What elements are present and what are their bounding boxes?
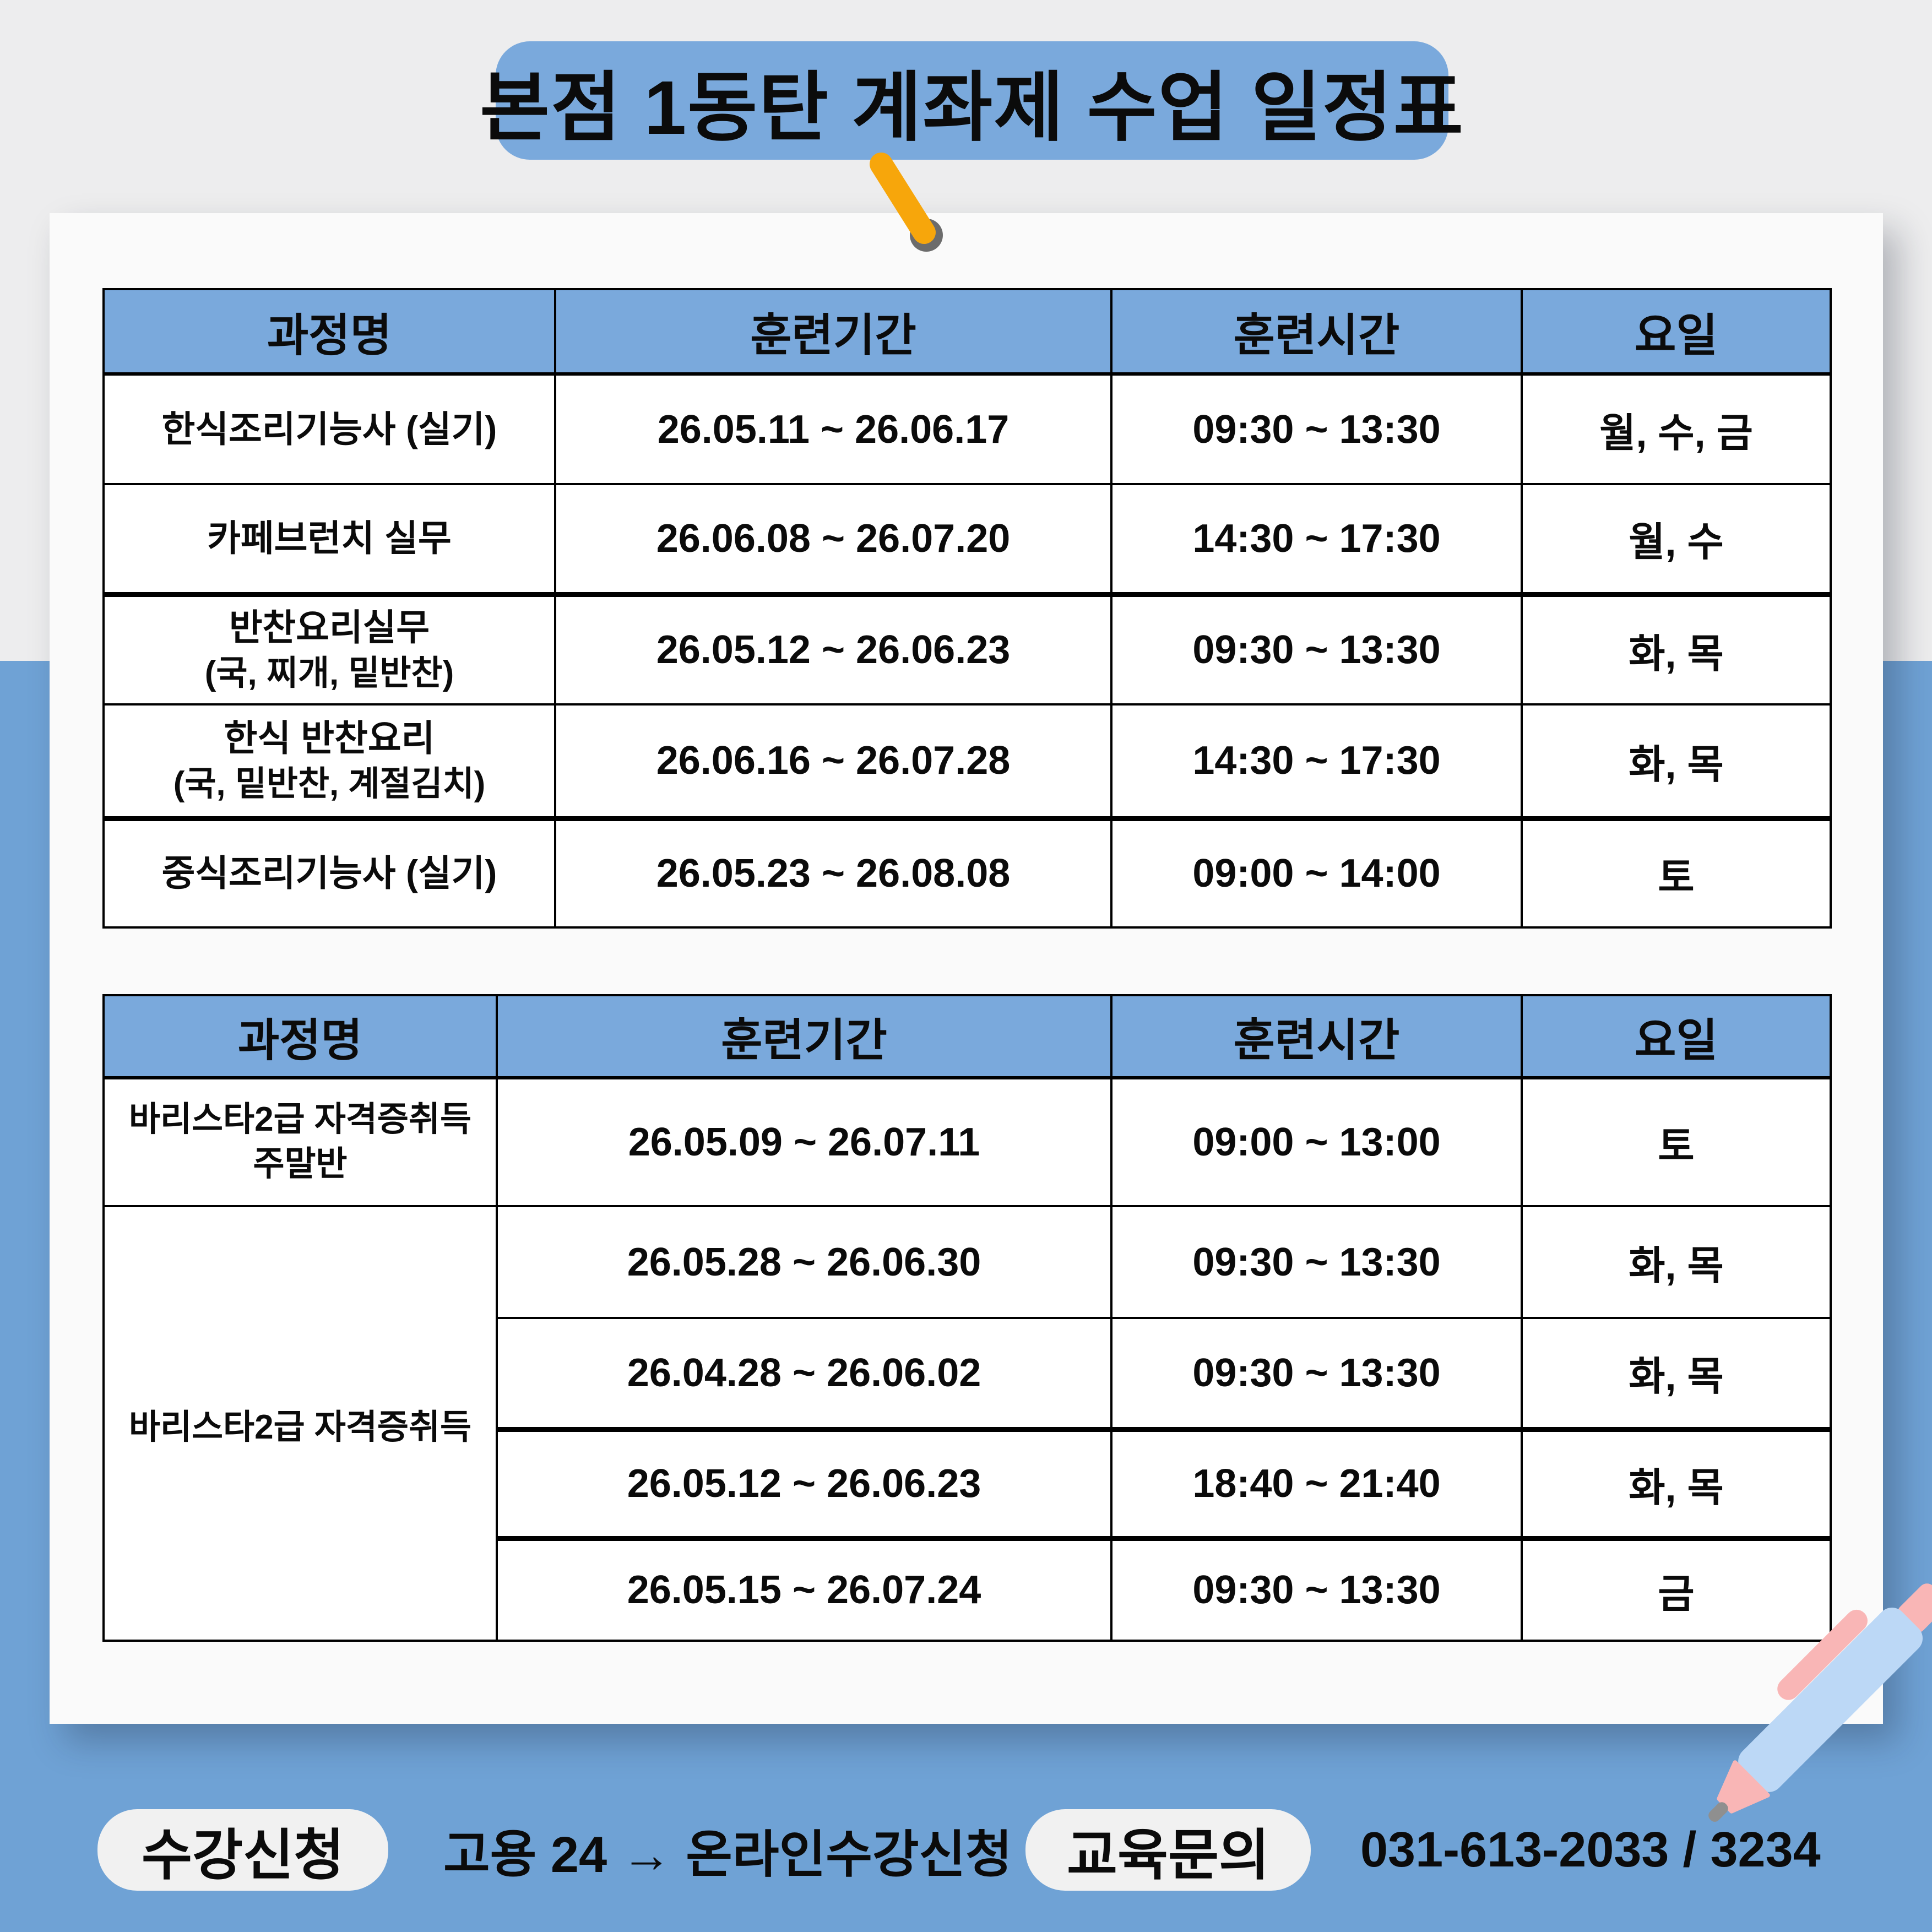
course-name-line1: 바리스타2급 자격증취득 [128,1100,472,1139]
course-time: 14:30 ~ 17:30 [1110,703,1523,821]
course-name: 바리스타2급 자격증취득 주말반 [102,1077,498,1207]
course-name: 중식조리기능사 (실기) [102,817,556,929]
course-days: 토 [1521,817,1832,929]
signup-path-text: 고용 24 → 온라인수강신청 [443,1826,1012,1883]
course-name-line2: 주말반 [253,1145,348,1183]
signup-badge-label: 수강신청 [142,1824,344,1886]
table-row: 바리스타2급 자격증취득 26.05.28 ~ 26.06.30 09:30 ~… [102,1205,1832,1642]
course-time: 09:30 ~ 13:30 [1110,593,1523,705]
course-period: 26.05.12 ~ 26.06.23 [496,1428,1112,1541]
course-days: 월, 수, 금 [1521,373,1832,485]
col-header-days: 요일 [1521,994,1832,1079]
table-row: 26.05.15 ~ 26.07.24 09:30 ~ 13:30 금 [104,1537,1832,1642]
course-name-line2: (국, 밑반찬, 계절김치) [173,764,486,803]
table-header-row: 과정명 훈련기간 훈련시간 요일 [102,288,1832,376]
course-time: 09:30 ~ 13:30 [1110,1317,1523,1432]
inquiry-badge-label: 교육문의 [1067,1824,1269,1886]
course-name-line1: 한식 반찬요리 [224,718,435,759]
col-header-time: 훈련시간 [1110,994,1523,1079]
course-period: 26.05.12 ~ 26.06.23 [554,593,1112,705]
schedule-table-cooking: 과정명 훈련기간 훈련시간 요일 한식조리기능사 (실기) 26.05.11 ~… [102,288,1832,929]
push-pin-icon [870,153,943,252]
course-time: 09:00 ~ 14:00 [1110,817,1523,929]
course-time: 09:00 ~ 13:00 [1110,1077,1523,1207]
schedule-table-barista: 과정명 훈련기간 훈련시간 요일 바리스타2급 자격증취득 주말반 26.05.… [102,994,1832,1642]
pen-icon [1708,1583,1932,1822]
course-time: 09:30 ~ 13:30 [1110,1205,1523,1319]
col-header-time: 훈련시간 [1110,288,1523,376]
course-time: 09:30 ~ 13:30 [1110,373,1523,485]
table-row: 한식조리기능사 (실기) 26.05.11 ~ 26.06.17 09:30 ~… [102,373,1832,485]
course-days: 화, 목 [1521,1317,1832,1432]
col-header-course: 과정명 [102,994,498,1079]
course-name: 카페브런치 실무 [102,483,556,597]
course-period: 26.05.15 ~ 26.07.24 [496,1537,1112,1642]
table-row: 26.04.28 ~ 26.06.02 09:30 ~ 13:30 화, 목 [104,1317,1832,1432]
table-row: 바리스타2급 자격증취득 주말반 26.05.09 ~ 26.07.11 09:… [102,1077,1832,1207]
course-days: 화, 목 [1521,1205,1832,1319]
course-days: 화, 목 [1521,593,1832,705]
col-header-period: 훈련기간 [496,994,1112,1079]
course-period: 26.05.09 ~ 26.07.11 [496,1077,1112,1207]
course-name-line2: (국, 찌개, 밑반찬) [204,654,454,692]
signup-badge: 수강신청 [97,1809,388,1891]
course-name-line1: 반찬요리실무 [229,607,430,648]
table-row: 한식 반찬요리 (국, 밑반찬, 계절김치) 26.06.16 ~ 26.07.… [102,703,1832,821]
page-title-text: 본점 1동탄 계좌제 수업 일정표 [480,65,1464,150]
course-days: 월, 수 [1521,483,1832,597]
course-time: 09:30 ~ 13:30 [1110,1537,1523,1642]
course-name: 한식 반찬요리 (국, 밑반찬, 계절김치) [102,703,556,821]
course-period: 26.06.16 ~ 26.07.28 [554,703,1112,821]
course-days: 토 [1521,1077,1832,1207]
course-days: 화, 목 [1521,703,1832,821]
course-name: 한식조리기능사 (실기) [102,373,556,485]
course-period: 26.06.08 ~ 26.07.20 [554,483,1112,597]
course-period: 26.05.28 ~ 26.06.30 [496,1205,1112,1319]
course-time: 18:40 ~ 21:40 [1110,1428,1523,1541]
course-days: 화, 목 [1521,1428,1832,1541]
table-header-row: 과정명 훈련기간 훈련시간 요일 [102,994,1832,1079]
table-row: 26.05.12 ~ 26.06.23 18:40 ~ 21:40 화, 목 [104,1428,1832,1541]
table-row: 중식조리기능사 (실기) 26.05.23 ~ 26.08.08 09:00 ~… [102,817,1832,929]
col-header-period: 훈련기간 [554,288,1112,376]
col-header-course: 과정명 [102,288,556,376]
inquiry-badge: 교육문의 [1025,1809,1311,1891]
table-row: 카페브런치 실무 26.06.08 ~ 26.07.20 14:30 ~ 17:… [102,483,1832,597]
course-period: 26.04.28 ~ 26.06.02 [496,1317,1112,1432]
course-days: 금 [1521,1537,1832,1642]
course-period: 26.05.11 ~ 26.06.17 [554,373,1112,485]
inquiry-phone-number: 031-613-2033 / 3234 [1360,1822,1821,1877]
course-time: 14:30 ~ 17:30 [1110,483,1523,597]
course-name-merged: 바리스타2급 자격증취득 [102,1205,498,1642]
col-header-days: 요일 [1521,288,1832,376]
course-period: 26.05.23 ~ 26.08.08 [554,817,1112,929]
course-name: 반찬요리실무 (국, 찌개, 밑반찬) [102,593,556,705]
page-title: 본점 1동탄 계좌제 수업 일정표 [480,41,1463,160]
table-row: 반찬요리실무 (국, 찌개, 밑반찬) 26.05.12 ~ 26.06.23 … [102,593,1832,705]
